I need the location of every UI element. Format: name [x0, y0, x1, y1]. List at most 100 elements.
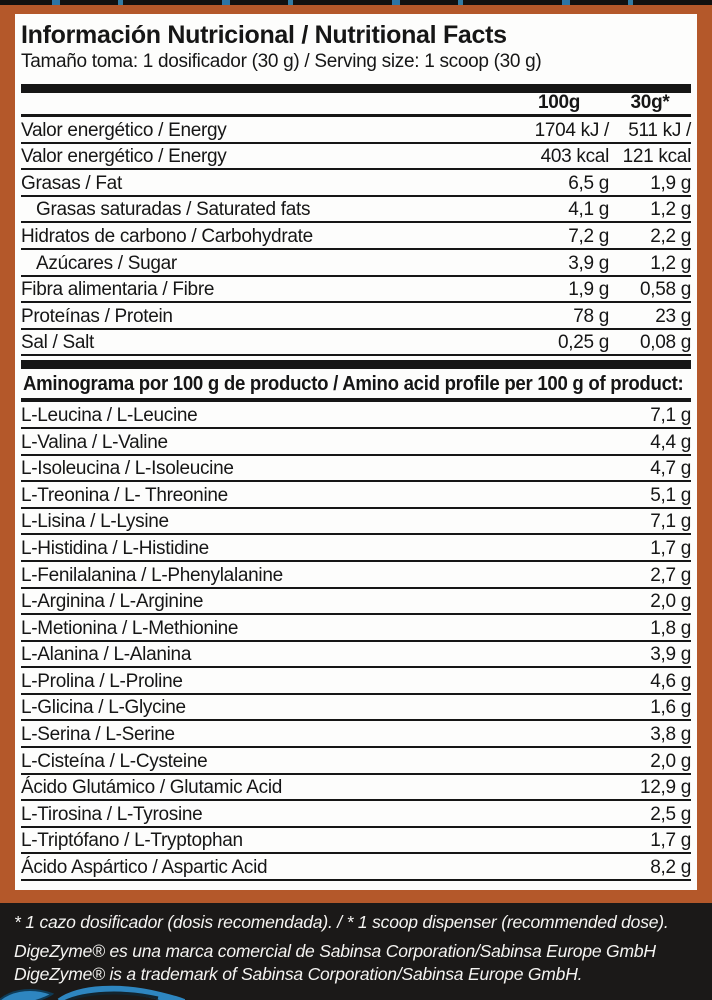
amino-acid-name: L-Metionina / L-Methionine — [21, 617, 239, 639]
value-per-100g: 403 kcal — [540, 146, 610, 168]
value-per-100g: 4,1 g — [568, 199, 609, 221]
value-per-30g: 2,2 g — [650, 225, 691, 247]
nutrition-row: Grasas saturadas / Saturated fats 4,1 g 1,… — [21, 197, 691, 224]
column-header-row: 100g 30g* — [21, 92, 691, 117]
nutrition-row: Hidratos de carbono / Carbohydrate 7,2 g 2… — [21, 223, 691, 250]
amino-acid-value: 2,7 g — [650, 564, 691, 586]
value-per-30g: 23 g — [655, 305, 691, 327]
value-per-30g: 0,08 g — [639, 332, 691, 354]
amino-acid-name: L-Lisina / L-Lysine — [21, 511, 169, 533]
amino-acid-value: 2,0 g — [650, 591, 691, 613]
amino-acid-name: L-Histidina / L-Histidine — [21, 537, 209, 559]
footnote-scoop: * 1 cazo dosificador (dosis recomendada)… — [14, 912, 669, 932]
amino-table: L-Leucina / L-Leucine 7,1 g L-Valina / L-V… — [21, 402, 691, 882]
footnote-digezyme-en: DigeZyme® is a trademark of Sabinsa Corp… — [14, 964, 583, 984]
amino-acid-name: L-Serina / L-Serine — [21, 724, 175, 746]
amino-acid-row: L-Valina / L-Valine 4,4 g — [21, 429, 691, 456]
amino-acid-value: 12,9 g — [639, 777, 691, 799]
nutrient-name: Valor energético / Energy — [21, 146, 227, 168]
label-frame: Información Nutricional / Nutritional Fa… — [0, 5, 712, 903]
amino-acid-value: 7,1 g — [650, 404, 691, 426]
nutrient-name: Valor energético / Energy — [21, 119, 227, 141]
logo-swoosh — [0, 985, 185, 1000]
amino-acid-name: L-Treonina / L- Threonine — [21, 484, 228, 506]
amino-acid-value: 3,9 g — [650, 644, 691, 666]
amino-acid-name: L-Fenilalanina / L-Phenylalanine — [21, 564, 283, 586]
amino-acid-value: 2,0 g — [650, 750, 691, 772]
amino-acid-row: L-Lisina / L-Lysine 7,1 g — [21, 509, 691, 536]
nutrient-name: Hidratos de carbono / Carbohydrate — [21, 225, 313, 247]
amino-acid-name: L-Leucina / L-Leucine — [21, 404, 198, 426]
nutrition-row: Proteínas / Protein 78 g 23 g — [21, 303, 691, 330]
value-per-100g: 6,5 g — [568, 172, 609, 194]
amino-acid-row: L-Prolina / L-Proline 4,6 g — [21, 668, 691, 695]
value-per-30g: 0,58 g — [639, 279, 691, 301]
value-per-100g: 0,25 g — [557, 332, 609, 354]
amino-section-title: Aminograma por 100 g de producto / Amino… — [21, 369, 691, 403]
amino-acid-value: 1,7 g — [650, 830, 691, 852]
value-per-30g: 1,9 g — [650, 172, 691, 194]
amino-acid-value: 1,7 g — [650, 537, 691, 559]
amino-acid-name: L-Arginina / L-Arginine — [21, 591, 204, 613]
amino-acid-name: L-Valina / L-Valine — [21, 431, 168, 453]
value-per-30g: 121 kcal — [622, 146, 692, 168]
nutrition-table: Valor energético / Energy 1704 kJ / 511 kJ… — [21, 117, 691, 357]
value-per-100g: 1704 kJ / — [534, 119, 610, 141]
serving-size: Tamaño toma: 1 dosificador (30 g) / Serv… — [21, 51, 542, 72]
amino-acid-row: Ácido Glutámico / Glutamic Acid 12,9 g — [21, 775, 691, 802]
amino-acid-value: 4,7 g — [650, 458, 691, 480]
amino-acid-name: L-Tirosina / L-Tyrosine — [21, 803, 203, 825]
amino-acid-row: L-Triptófano / L-Tryptophan 1,7 g — [21, 828, 691, 855]
amino-acid-name: Ácido Aspártico / Aspartic Acid — [21, 857, 268, 879]
amino-acid-row: L-Alanina / L-Alanina 3,9 g — [21, 642, 691, 669]
amino-acid-name: L-Alanina / L-Alanina — [21, 644, 192, 666]
nutrient-name: Grasas saturadas / Saturated fats — [36, 199, 311, 221]
value-per-30g: 1,2 g — [650, 252, 691, 274]
amino-acid-value: 1,6 g — [650, 697, 691, 719]
amino-acid-name: Ácido Glutámico / Glutamic Acid — [21, 777, 283, 799]
amino-acid-value: 4,6 g — [650, 670, 691, 692]
footnotes-section: * 1 cazo dosificador (dosis recomendada)… — [0, 903, 712, 1000]
amino-acid-value: 8,2 g — [650, 857, 691, 879]
amino-acid-value: 1,8 g — [650, 617, 691, 639]
label-title: Información Nutricional / Nutritional Fa… — [21, 21, 507, 49]
nutrient-name: Grasas / Fat — [21, 172, 122, 194]
amino-acid-row: L-Histidina / L-Histidine 1,7 g — [21, 535, 691, 562]
nutrition-row: Valor energético / Energy 403 kcal 121 kca… — [21, 144, 691, 171]
divider-bar-middle — [21, 360, 691, 370]
amino-acid-row: L-Treonina / L- Threonine 5,1 g — [21, 482, 691, 509]
nutrient-name: Proteínas / Protein — [21, 305, 173, 327]
amino-acid-name: L-Cisteína / L-Cysteine — [21, 750, 208, 772]
nutrition-row: Azúcares / Sugar 3,9 g 1,2 g — [21, 250, 691, 277]
amino-acid-value: 7,1 g — [650, 511, 691, 533]
amino-acid-row: L-Metionina / L-Methionine 1,8 g — [21, 615, 691, 642]
amino-acid-value: 5,1 g — [650, 484, 691, 506]
value-per-30g: 511 kJ / — [628, 119, 691, 141]
amino-acid-row: Ácido Aspártico / Aspartic Acid 8,2 g — [21, 854, 691, 882]
nutrient-name: Azúcares / Sugar — [36, 252, 177, 274]
value-per-100g: 7,2 g — [568, 225, 609, 247]
nutrient-name: Fibra alimentaria / Fibre — [21, 279, 215, 301]
label-panel: Información Nutricional / Nutritional Fa… — [15, 14, 697, 890]
amino-acid-row: L-Cisteína / L-Cysteine 2,0 g — [21, 748, 691, 775]
nutrient-name: Sal / Salt — [21, 332, 95, 354]
column-header-100g: 100g — [537, 92, 581, 113]
amino-acid-name: L-Prolina / L-Proline — [21, 670, 183, 692]
value-per-100g: 3,9 g — [568, 252, 609, 274]
divider-bar-top — [21, 84, 691, 93]
amino-acid-row: L-Fenilalanina / L-Phenylalanine 2,7 g — [21, 562, 691, 589]
value-per-100g: 1,9 g — [568, 279, 609, 301]
nutrition-row: Sal / Salt 0,25 g 0,08 g — [21, 330, 691, 357]
amino-acid-value: 3,8 g — [650, 724, 691, 746]
column-header-30g: 30g* — [630, 92, 670, 113]
amino-acid-name: L-Isoleucina / L-Isoleucine — [21, 458, 234, 480]
amino-acid-row: L-Tirosina / L-Tyrosine 2,5 g — [21, 801, 691, 828]
amino-acid-name: L-Glicina / L-Glycine — [21, 697, 186, 719]
amino-acid-value: 2,5 g — [650, 803, 691, 825]
nutrition-row: Valor energético / Energy 1704 kJ / 511 kJ… — [21, 117, 691, 144]
value-per-100g: 78 g — [573, 305, 609, 327]
background-pattern-strip — [0, 0, 712, 5]
footnote-digezyme-es: DigeZyme® es una marca comercial de Sabi… — [14, 941, 656, 961]
nutrition-row: Grasas / Fat 6,5 g 1,9 g — [21, 170, 691, 197]
